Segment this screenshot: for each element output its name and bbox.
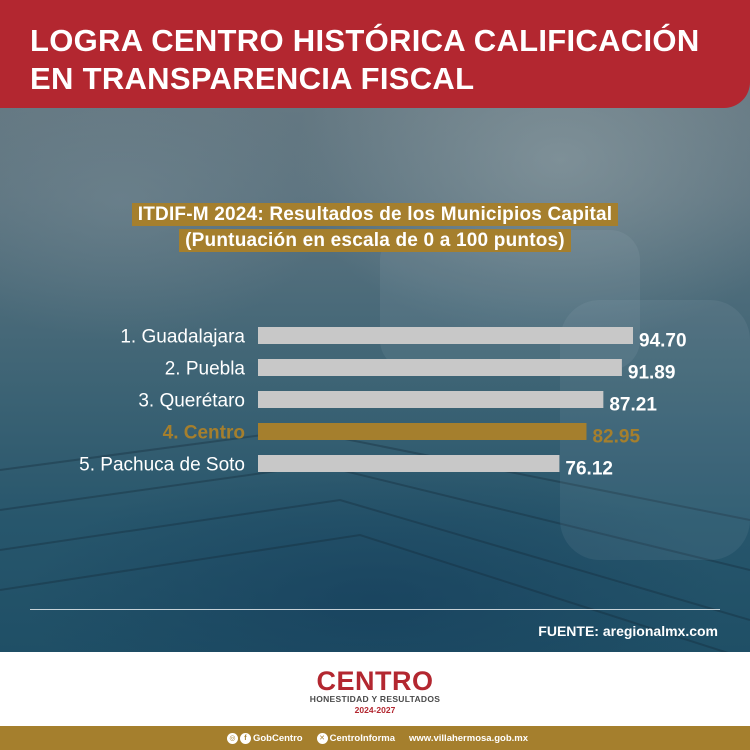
category-label: 3. Querétaro [138,391,245,412]
bar [258,359,622,376]
bar-chart: 1. Guadalajara 94.70 2. Puebla 91.89 3. Quer… [79,327,687,480]
footer-logo-area [0,652,750,726]
category-label: 5. Pachuca de Soto [79,455,245,476]
bar [258,455,560,472]
logo-tagline: HONESTIDAD Y RESULTADOS [309,694,441,704]
facebook-icon: f [239,732,251,744]
logo-years: 2024-2027 [354,705,396,715]
category-label: 2. Puebla [165,359,246,380]
website-link[interactable]: www.villahermosa.gob.mx [409,732,528,744]
value-label: 91.89 [628,363,676,384]
source-credit: FUENTE: aregionalmx.com [538,623,718,639]
social-centroinforma[interactable]: ✕ CentroInforma [316,732,396,744]
logo-wordmark: CENTRO [316,666,434,696]
background-photo [0,0,750,652]
social-handle-centroinforma: CentroInforma [329,732,396,744]
category-label: 1. Guadalajara [120,327,245,348]
social-gobcentro[interactable]: ◎ f GobCentro [226,732,303,744]
bar [258,327,634,344]
chart-title: ITDIF-M 2024: Resultados de los Municipi… [131,203,619,226]
headline-line-2: EN TRANSPARENCIA FISCAL [30,61,475,96]
instagram-icon: ◎ [226,732,238,744]
x-icon: ✕ [316,732,328,744]
header-banner: LOGRA CENTRO HISTÓRICA CALIFICACIÓN EN T… [0,0,750,108]
centro-logo: CENTRO HONESTIDAD Y RESULTADOS 2024-2027 [0,666,750,716]
social-handle-gobcentro: GobCentro [252,732,303,744]
chart-title-block: ITDIF-M 2024: Resultados de los Municipi… [0,203,750,255]
bar [258,391,604,408]
chart-subtitle: (Puntuación en escala de 0 a 100 puntos) [179,229,571,252]
value-label: 87.21 [609,395,657,416]
value-label: 94.70 [639,331,687,352]
divider-line [30,609,720,610]
headline-line-1: LOGRA CENTRO HISTÓRICA CALIFICACIÓN [30,23,700,58]
value-label: 82.95 [592,427,640,448]
category-label: 4. Centro [163,423,245,444]
bar [258,423,587,440]
footer-bar: ◎ f GobCentro ✕ CentroInforma www.villah… [0,726,750,750]
value-label: 76.12 [565,459,613,480]
